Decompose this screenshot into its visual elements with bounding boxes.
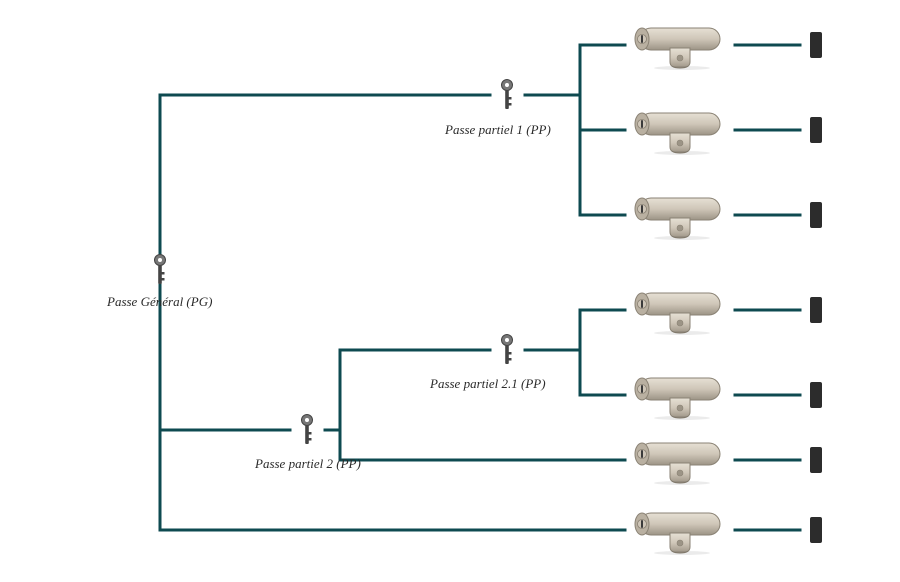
key-badge (810, 382, 822, 408)
key-badge (810, 202, 822, 228)
lock-cylinder-icon (632, 437, 728, 485)
lock-cylinder-icon (632, 22, 728, 70)
node-label: Passe partiel 1 (PP) (445, 122, 551, 138)
lock-cylinder-icon (632, 192, 728, 240)
hierarchy-lines (0, 0, 900, 582)
key-badge (810, 117, 822, 143)
node-label: Passe partiel 2.1 (PP) (430, 376, 546, 392)
key-icon (153, 254, 167, 286)
node-label: Passe Général (PG) (107, 294, 212, 310)
key-badge (810, 517, 822, 543)
lock-cylinder-icon (632, 287, 728, 335)
key-icon (300, 414, 314, 446)
lock-cylinder-icon (632, 507, 728, 555)
key-badge (810, 447, 822, 473)
key-badge (810, 297, 822, 323)
key-icon (500, 334, 514, 366)
lock-cylinder-icon (632, 107, 728, 155)
key-badge (810, 32, 822, 58)
node-label: Passe partiel 2 (PP) (255, 456, 361, 472)
lock-cylinder-icon (632, 372, 728, 420)
key-icon (500, 79, 514, 111)
